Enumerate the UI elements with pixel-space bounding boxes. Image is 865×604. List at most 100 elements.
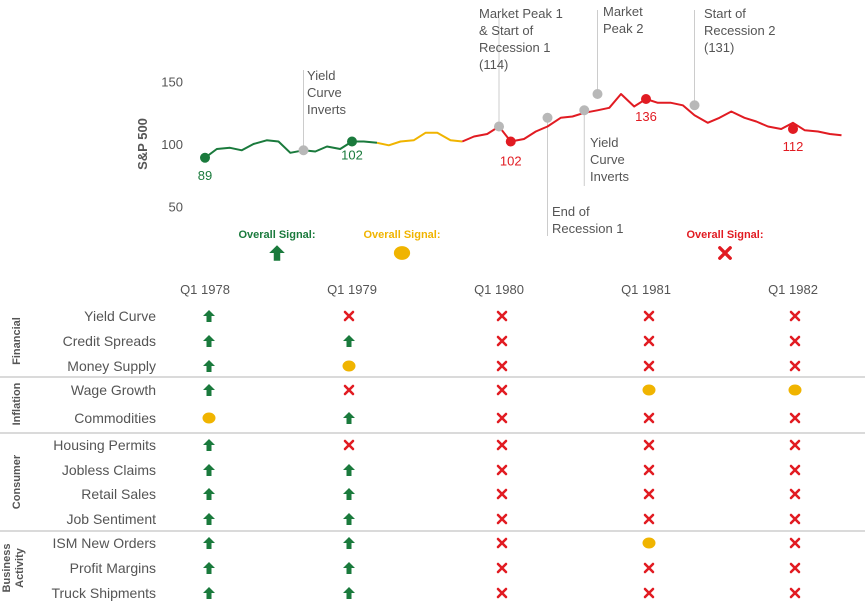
indicator-up-icon (343, 537, 355, 549)
data-label: 89 (198, 168, 212, 183)
indicator-down-icon (789, 562, 801, 574)
indicator-down-icon (643, 335, 655, 347)
annotation-text: Recession 1 (552, 221, 624, 236)
indicator-neutral-icon (202, 412, 216, 424)
annotation-text: Start of (704, 6, 746, 21)
indicator-label: Commodities (74, 410, 156, 426)
indicator-down-icon (643, 360, 655, 372)
indicator-up-icon (343, 464, 355, 476)
x-tick-label: Q1 1979 (327, 282, 377, 297)
x-tick-label: Q1 1978 (180, 282, 230, 297)
overall-signal-label: Overall Signal: (238, 229, 315, 241)
indicator-label: ISM New Orders (53, 535, 156, 551)
marker-point (788, 124, 798, 134)
indicator-up-icon (343, 587, 355, 599)
indicator-down-icon (789, 335, 801, 347)
marker-point (505, 136, 516, 147)
indicator-down-icon (496, 488, 508, 500)
overall-signal-label: Overall Signal: (686, 229, 763, 241)
annotation-text: Market Peak 1 (479, 6, 563, 21)
annotation-text: Peak 2 (603, 21, 643, 36)
annotation-text: Yield (307, 68, 335, 83)
marker-point (641, 94, 651, 104)
overall-signal-up-icon (269, 245, 285, 261)
indicator-down-icon (496, 464, 508, 476)
indicator-up-icon (203, 587, 215, 599)
annotation-text: & Start of (479, 23, 534, 38)
indicator-neutral-icon (788, 384, 802, 396)
marker-point (200, 152, 210, 163)
annotation-text: Inverts (307, 102, 347, 117)
indicator-down-icon (643, 488, 655, 500)
data-label: 136 (635, 109, 657, 124)
indicator-down-icon (789, 412, 801, 424)
indicator-down-icon (789, 360, 801, 372)
annotation-text: End of (552, 204, 590, 219)
indicator-label: Yield Curve (84, 308, 156, 324)
marker-point (494, 121, 504, 132)
indicator-label: Retail Sales (81, 486, 156, 502)
indicator-down-icon (643, 439, 655, 451)
indicator-down-icon (496, 335, 508, 347)
indicator-up-icon (203, 335, 215, 347)
indicator-down-icon (496, 384, 508, 396)
data-label: 102 (500, 154, 522, 169)
annotation-text: Inverts (590, 169, 630, 184)
x-tick-label: Q1 1980 (474, 282, 524, 297)
overall-signal-neutral-icon (393, 246, 411, 260)
indicator-down-icon (789, 310, 801, 322)
annotation-text: Market (603, 4, 643, 19)
indicator-down-icon (496, 587, 508, 599)
indicator-label: Job Sentiment (67, 511, 157, 527)
data-label: 112 (783, 139, 804, 154)
indicator-label: Housing Permits (53, 437, 156, 453)
indicator-down-icon (496, 513, 508, 525)
data-label: 102 (341, 148, 363, 163)
marker-point (579, 105, 590, 116)
indicator-down-icon (496, 360, 508, 372)
indicator-up-icon (203, 513, 215, 525)
indicator-neutral-icon (642, 384, 656, 396)
group-label: BusinessActivity (1, 544, 26, 593)
y-tick-label: 100 (161, 137, 183, 152)
indicator-down-icon (496, 439, 508, 451)
indicator-down-icon (496, 562, 508, 574)
indicator-down-icon (643, 310, 655, 322)
annotation-text: Recession 2 (704, 23, 776, 38)
indicator-up-icon (203, 360, 215, 372)
indicator-up-icon (203, 464, 215, 476)
indicator-up-icon (343, 488, 355, 500)
indicator-down-icon (343, 384, 355, 396)
marker-point (592, 89, 603, 99)
y-axis-label: S&P 500 (135, 118, 150, 170)
overall-signal-down-icon (718, 246, 732, 260)
series-line-red (461, 93, 842, 143)
marker-point (542, 112, 553, 123)
indicator-up-icon (343, 335, 355, 347)
indicator-up-icon (343, 412, 355, 424)
indicator-down-icon (496, 412, 508, 424)
indicator-up-icon (343, 513, 355, 525)
indicator-up-icon (343, 562, 355, 574)
indicator-neutral-icon (342, 360, 356, 372)
indicator-down-icon (789, 464, 801, 476)
indicator-down-icon (789, 587, 801, 599)
indicator-up-icon (203, 310, 215, 322)
indicator-up-icon (203, 562, 215, 574)
group-label: Consumer (11, 454, 23, 509)
group-label: Financial (11, 317, 23, 365)
indicator-down-icon (496, 310, 508, 322)
indicator-down-icon (643, 513, 655, 525)
y-tick-label: 150 (161, 75, 183, 90)
indicator-down-icon (643, 412, 655, 424)
indicator-down-icon (343, 310, 355, 322)
marker-point (298, 145, 309, 156)
annotation-text: Curve (590, 152, 625, 167)
series-line-yellow (376, 131, 463, 147)
indicator-label: Profit Margins (70, 560, 156, 576)
indicator-label: Jobless Claims (62, 462, 156, 478)
indicator-down-icon (789, 513, 801, 525)
overall-signal-label: Overall Signal: (363, 229, 440, 241)
annotation-text: Yield (590, 135, 618, 150)
